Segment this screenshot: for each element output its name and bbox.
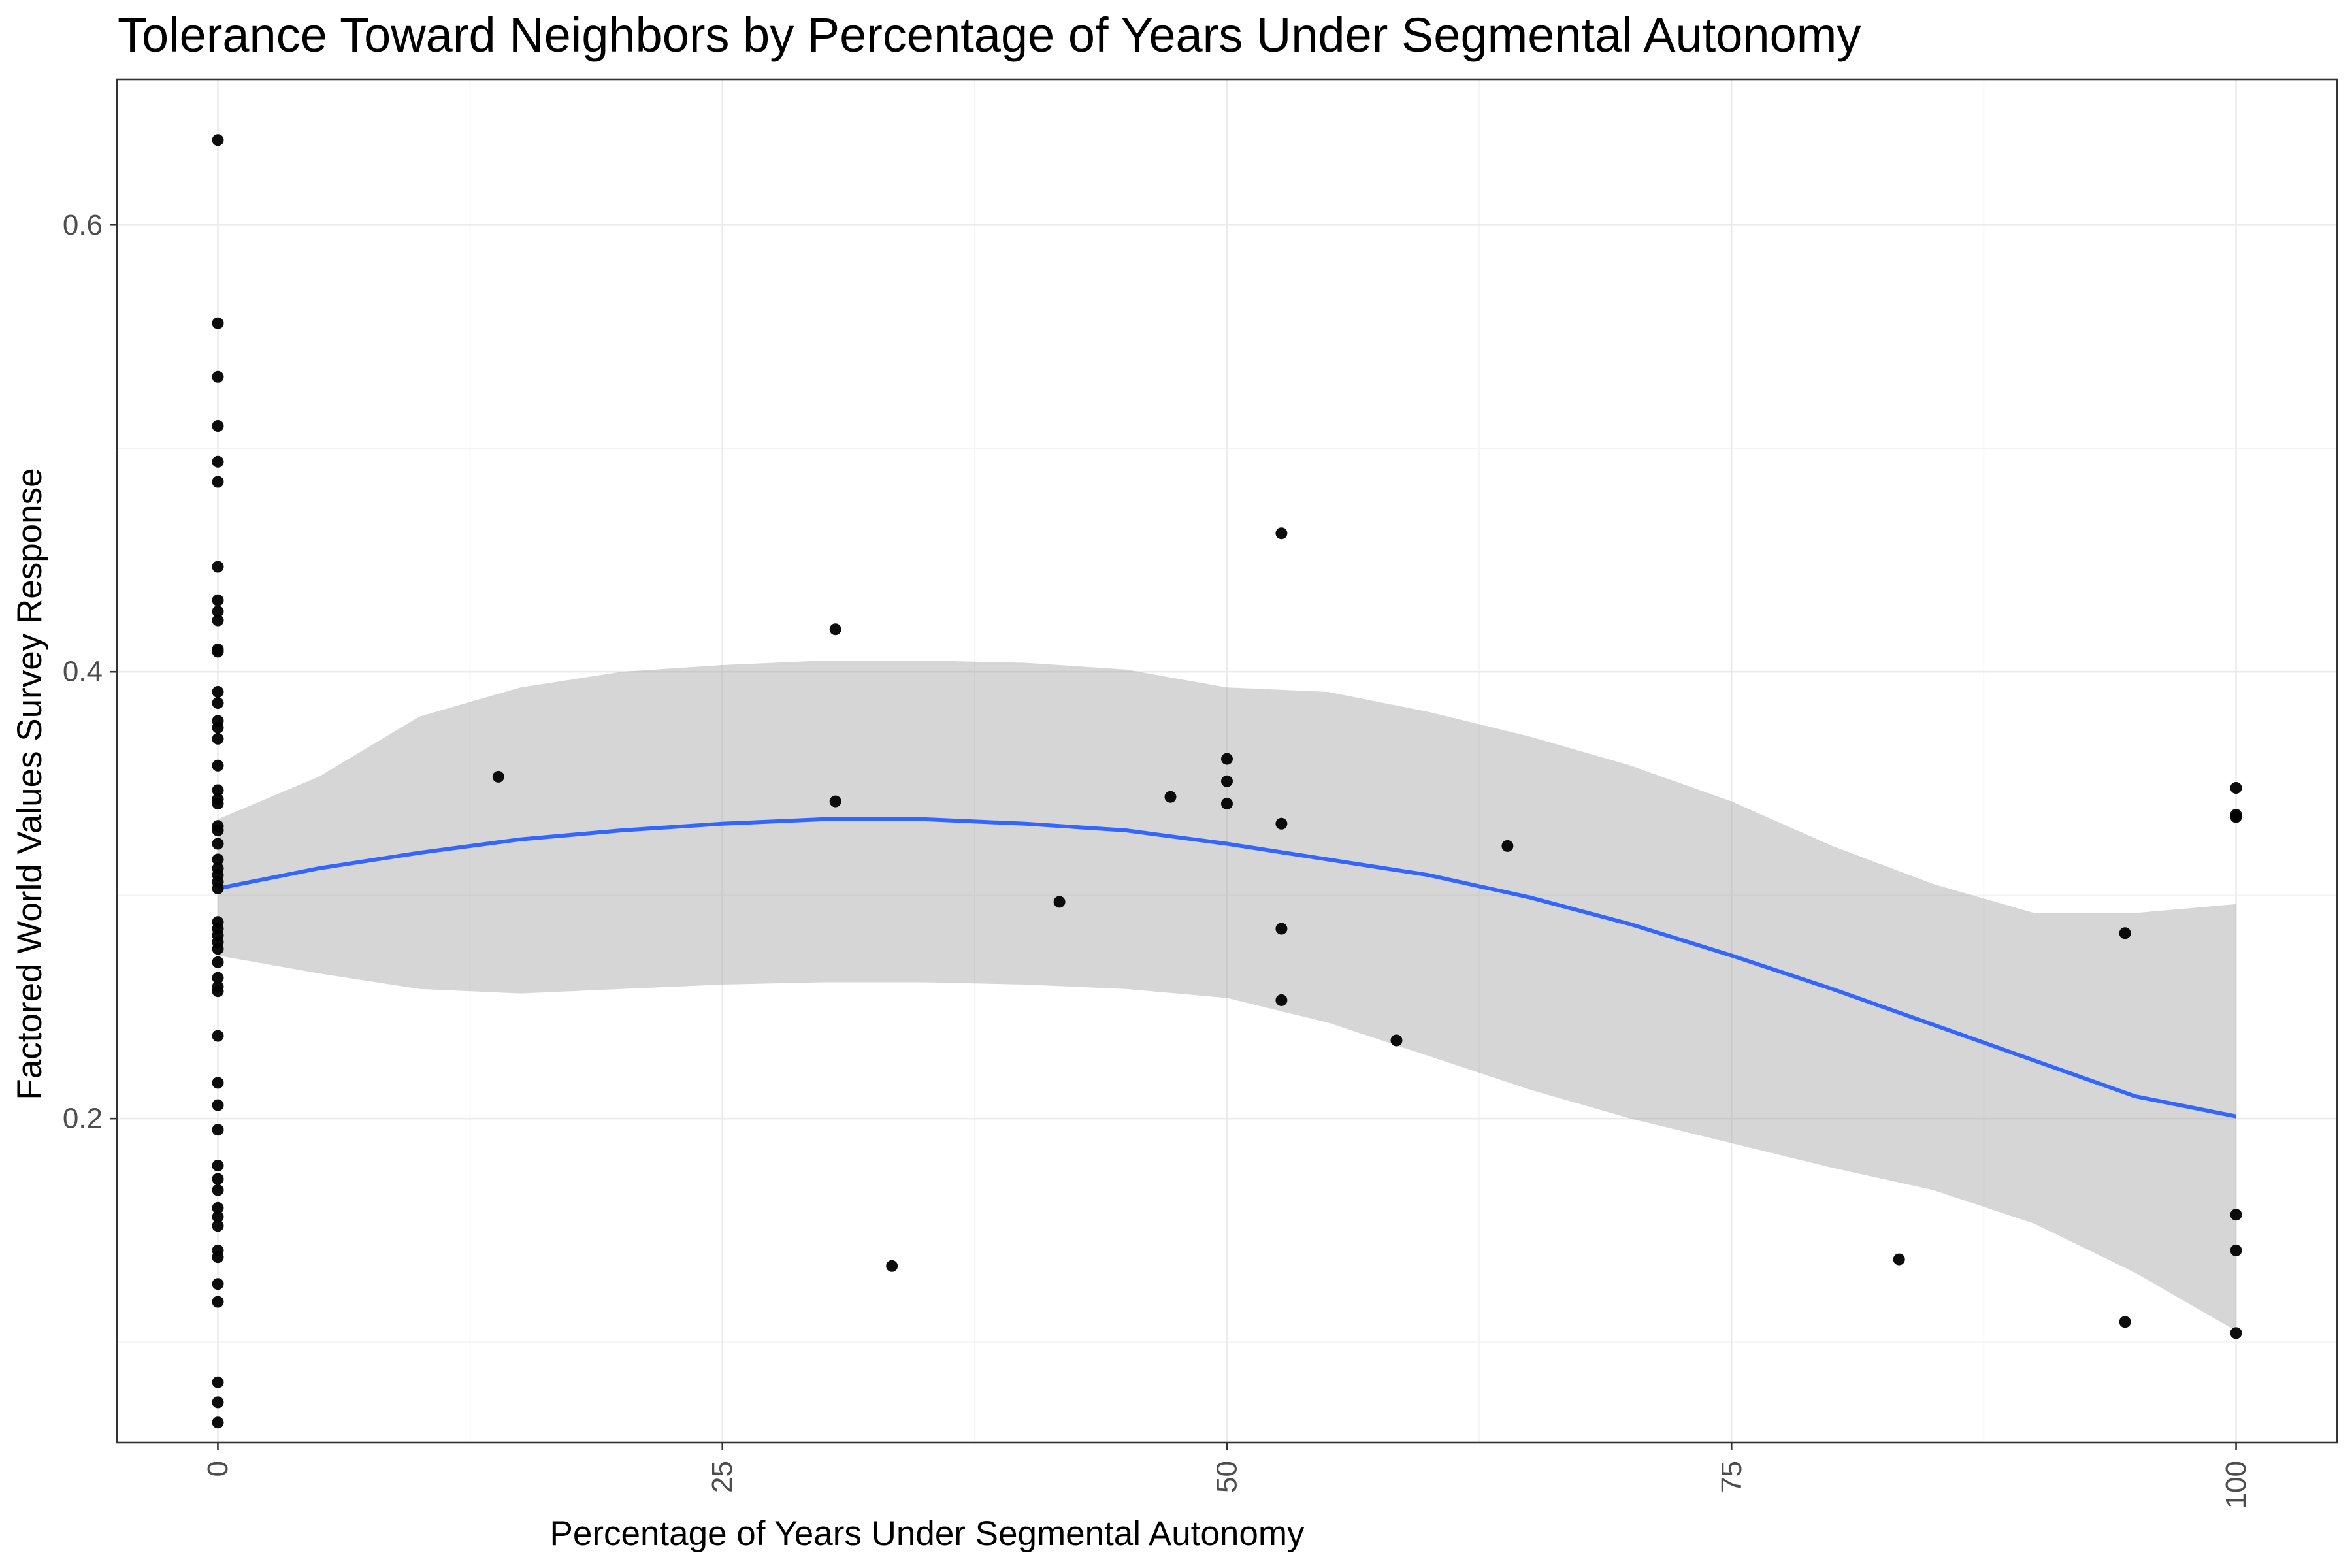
- x-tick-label: 0: [202, 1461, 234, 1477]
- confidence-band: [218, 661, 2236, 1331]
- data-point: [212, 1396, 224, 1409]
- chart-title: Tolerance Toward Neighbors by Percentage…: [118, 8, 1861, 62]
- data-point: [212, 972, 224, 984]
- data-point: [829, 623, 841, 636]
- data-point: [2230, 1244, 2242, 1256]
- data-point: [212, 956, 224, 968]
- y-tick-label: 0.4: [63, 656, 103, 688]
- data-point: [212, 838, 224, 850]
- data-point: [212, 1278, 224, 1290]
- data-point: [886, 1260, 898, 1272]
- data-point: [212, 882, 224, 894]
- data-point: [2230, 782, 2242, 794]
- data-point: [212, 853, 224, 866]
- data-point: [1275, 527, 1288, 540]
- data-point: [212, 1030, 224, 1042]
- data-point: [212, 943, 224, 955]
- x-axis-title: Percentage of Years Under Segmental Auto…: [550, 1514, 1305, 1553]
- data-point: [212, 686, 224, 698]
- loess-trend-line: [217, 817, 2237, 1119]
- data-point: [212, 317, 224, 329]
- data-point: [2230, 811, 2242, 823]
- data-point: [212, 732, 224, 745]
- data-point: [2230, 1327, 2242, 1339]
- y-axis-title: Factored World Values Survey Response: [10, 468, 49, 1100]
- data-point: [212, 1184, 224, 1196]
- data-point: [212, 697, 224, 710]
- data-point: [212, 1211, 224, 1223]
- y-tick-label: 0.2: [63, 1103, 103, 1135]
- data-point: [212, 1173, 224, 1185]
- data-point: [2119, 927, 2131, 939]
- data-point: [212, 476, 224, 488]
- data-point: [212, 561, 224, 573]
- data-point: [212, 1296, 224, 1308]
- data-point: [212, 825, 224, 836]
- data-point: [212, 1160, 224, 1171]
- x-tick-label: 50: [1211, 1461, 1243, 1493]
- data-point: [2119, 1316, 2131, 1328]
- data-point: [212, 134, 224, 146]
- y-axis-ticks: 0.2 0.4 0.6: [63, 209, 117, 1135]
- data-point: [1164, 791, 1177, 803]
- data-point: [1501, 840, 1514, 852]
- data-point: [212, 798, 224, 809]
- data-point: [212, 614, 224, 627]
- data-point: [1390, 1034, 1403, 1047]
- data-point: [212, 1220, 224, 1232]
- data-point: [1275, 923, 1288, 935]
- x-tick-label: 25: [706, 1461, 738, 1493]
- data-point: [212, 1376, 224, 1388]
- data-point: [212, 1124, 224, 1136]
- data-point: [212, 1099, 224, 1111]
- data-point: [212, 594, 224, 606]
- data-point: [212, 1077, 224, 1089]
- data-point: [212, 645, 224, 658]
- data-point: [212, 985, 224, 998]
- x-tick-label: 100: [2220, 1461, 2252, 1509]
- data-point: [212, 784, 224, 796]
- data-point: [1275, 817, 1288, 830]
- x-tick-label: 75: [1716, 1461, 1748, 1493]
- data-point: [212, 455, 224, 468]
- data-point: [212, 420, 224, 432]
- data-point: [1893, 1253, 1905, 1266]
- data-point: [2230, 1209, 2242, 1221]
- data-point: [212, 759, 224, 772]
- data-point: [1275, 994, 1288, 1006]
- data-point: [1221, 798, 1233, 809]
- data-point: [492, 770, 504, 783]
- y-tick-label: 0.6: [63, 209, 103, 241]
- data-point: [212, 1201, 224, 1214]
- data-point: [1221, 753, 1233, 765]
- data-point: [212, 370, 224, 383]
- data-point: [212, 721, 224, 734]
- data-point: [1221, 775, 1233, 787]
- data-point: [212, 605, 224, 617]
- data-point: [1053, 896, 1066, 908]
- x-axis-ticks: 0 25 50 75 100: [202, 1443, 2252, 1509]
- data-points: [212, 134, 2242, 1429]
- data-point: [829, 795, 841, 808]
- data-point: [212, 1251, 224, 1264]
- data-point: [212, 1416, 224, 1429]
